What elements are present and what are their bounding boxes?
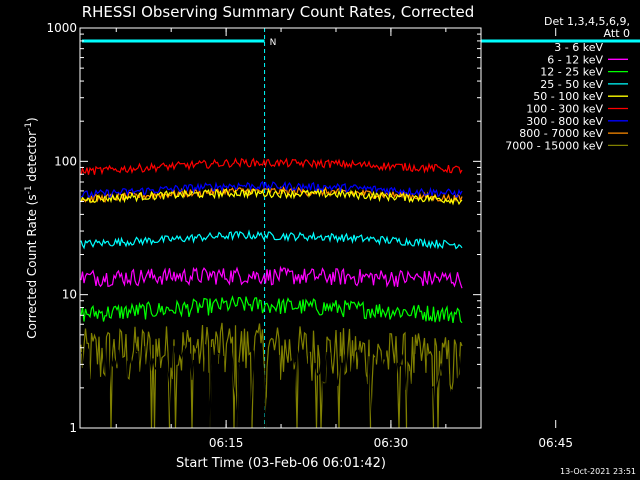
series-line-6-12-kev [80,265,463,289]
legend-label: 300 - 800 keV [526,115,603,128]
legend-label: 50 - 100 keV [533,90,603,103]
series-line-7000-15000-kev [80,322,463,429]
y-tick-label: 10 [62,288,77,302]
detector-info-line-1: Det 1,3,4,5,6,9, [544,15,630,28]
series-line-100-300-kev [80,157,463,176]
y-axis-label: Corrected Count Rate (s-1 detector-1) [24,117,39,338]
legend-label: 7000 - 15000 keV [505,139,603,152]
x-tick-label: 06:45 [538,436,573,450]
legend-label: 12 - 25 keV [540,66,603,79]
y-axis-label-middle: detector [25,131,39,186]
y-axis-label-exponent-2: -1 [24,122,34,131]
y-tick-label: 1000 [46,21,77,35]
plot-frame [79,27,482,429]
series-line-50-100-kev [80,187,463,206]
legend-label: 800 - 7000 keV [519,127,603,140]
chart-title: RHESSI Observing Summary Count Rates, Co… [82,3,475,21]
x-tick-label: 06:30 [374,436,409,450]
y-axis-label-exponent-1: -1 [24,185,34,194]
legend-label: 100 - 300 keV [526,103,603,116]
series-line-12-25-kev [80,295,463,324]
legend-label: 6 - 12 keV [547,53,603,66]
detector-info-line-2: Att 0 [604,27,630,40]
series-line-300-800-kev [80,180,463,199]
saa-flag-label: N [270,38,277,48]
series-layer [80,157,463,429]
y-tick-label: 1 [69,421,77,435]
series-line-25-50-kev [80,229,463,250]
x-tick-label: 06:15 [209,436,244,450]
x-axis-label: Start Time (03-Feb-06 06:01:42) [176,456,386,471]
legend-label: 25 - 50 keV [540,78,603,91]
legend-label: 3 - 6 keV [554,41,603,54]
y-axis-label-main: Corrected Count Rate (s [25,194,39,338]
y-axis-label-end: ) [25,117,39,122]
generation-timestamp: 13-Oct-2021 23:51 [560,467,636,476]
series-line-3-6-kev [80,342,463,429]
y-tick-label: 100 [54,154,77,168]
